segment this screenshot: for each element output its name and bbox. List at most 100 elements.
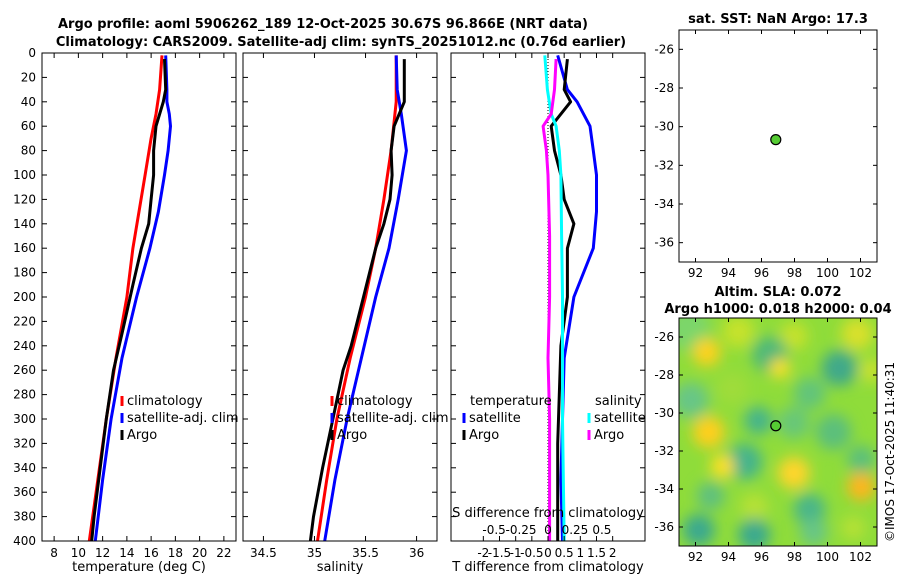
difference-t-legend-label-0: satellite bbox=[469, 411, 521, 426]
salinity-xtick-label-2: 35.5 bbox=[352, 546, 379, 560]
temperature-ytick-label-19: 380 bbox=[13, 510, 36, 524]
temperature-axes: 8 10 12 14 16 18 20 220204060801001201401601802… bbox=[13, 46, 239, 575]
temperature-ytick-label-1: 20 bbox=[21, 70, 36, 84]
temperature-xtick-label-0: 8 bbox=[50, 546, 58, 560]
sla_map-blob-14 bbox=[815, 414, 852, 450]
sla_map-blob-22 bbox=[682, 514, 715, 546]
sst_map-xtick-label-3: 98 bbox=[787, 266, 802, 280]
sst_map-xtick-label-1: 94 bbox=[721, 266, 736, 280]
difference-xtick-label-1: -1.5 bbox=[488, 546, 511, 560]
salinity-xtick-label-3: 36 bbox=[409, 546, 424, 560]
difference-xtick-label-5: 0.5 bbox=[555, 546, 574, 560]
sla_map-blob-13 bbox=[692, 416, 725, 448]
temperature-ytick-label-15: 300 bbox=[13, 412, 36, 426]
temperature-ytick-label-13: 260 bbox=[13, 363, 36, 377]
temperature-xtick-label-1: 10 bbox=[71, 546, 86, 560]
temperature-xlabel: temperature (deg C) bbox=[72, 560, 206, 575]
sla-map-title-line2: Argo h1000: 0.018 h2000: 0.04 bbox=[664, 302, 891, 317]
sla_map-argo-point-0 bbox=[770, 420, 782, 432]
temperature-legend-label-2: Argo bbox=[127, 428, 157, 443]
difference-legend-s-title: salinity bbox=[595, 394, 642, 409]
sla_map-blob-21 bbox=[793, 493, 826, 526]
temperature-ytick-label-4: 80 bbox=[21, 144, 36, 158]
sst_map-ytick-label-2: -30 bbox=[654, 120, 674, 134]
sla_map-blob-17 bbox=[847, 445, 876, 474]
difference-xtick-label-3: -0.5 bbox=[520, 546, 543, 560]
temperature-xtick-label-7: 22 bbox=[216, 546, 231, 560]
sla_map-xtick-label-5: 102 bbox=[849, 550, 872, 564]
difference-xtick-label-2: -1 bbox=[510, 546, 522, 560]
figure-title-line1: Argo profile: aoml 5906262_189 12-Oct-20… bbox=[58, 17, 588, 32]
difference-series-2-line bbox=[543, 55, 566, 541]
sla-map-title-line1: Altim. SLA: 0.072 bbox=[715, 285, 842, 300]
temperature-xtick-label-3: 14 bbox=[119, 546, 134, 560]
temperature-ytick-label-8: 160 bbox=[13, 241, 36, 255]
sla_map-blob-7 bbox=[859, 358, 877, 383]
difference-legend-t-title: temperature bbox=[470, 394, 552, 409]
sla_map-xtick-label-3: 98 bbox=[787, 550, 802, 564]
temperature-ytick-label-20: 400 bbox=[13, 534, 36, 548]
difference-xtick-label-4: 0 bbox=[544, 546, 552, 560]
sla_map-blob-10 bbox=[679, 382, 709, 419]
salinity-xtick-label-1: 35 bbox=[307, 546, 322, 560]
difference-stick-label-2: 0 bbox=[544, 523, 552, 537]
difference-xtick-label-8: 2 bbox=[609, 546, 617, 560]
difference-stick-label-1: -0.25 bbox=[506, 523, 537, 537]
salinity-series-1-line bbox=[323, 55, 408, 541]
difference-s-legend-label-1: Argo bbox=[594, 428, 624, 443]
temperature-xtick-label-4: 16 bbox=[143, 546, 158, 560]
sla_map-blob-3 bbox=[841, 318, 874, 350]
difference-series-1-line bbox=[549, 58, 576, 541]
temperature-ytick-label-11: 220 bbox=[13, 314, 36, 328]
temperature-ytick-label-17: 340 bbox=[13, 461, 36, 475]
temperature-ytick-label-10: 200 bbox=[13, 290, 36, 304]
difference-s-legend-label-0: satellite bbox=[594, 411, 646, 426]
figure-title-line2: Climatology: CARS2009. Satellite-adj cli… bbox=[56, 35, 626, 50]
temperature-ytick-label-18: 360 bbox=[13, 485, 36, 499]
temperature-legend-label-0: climatology bbox=[127, 394, 203, 409]
sst_map-xtick-label-5: 102 bbox=[849, 266, 872, 280]
difference-stick-label-4: 0.5 bbox=[592, 523, 611, 537]
sla_map-blob-6 bbox=[821, 350, 858, 387]
temperature-ytick-label-0: 0 bbox=[28, 46, 36, 60]
temperature-ytick-label-14: 280 bbox=[13, 388, 36, 402]
temperature-ytick-label-7: 140 bbox=[13, 217, 36, 231]
salinity-axes: 34.5 35 35.5 36 salinity climatology satellite… bbox=[242, 52, 449, 575]
salinity-xlabel: salinity bbox=[317, 560, 364, 575]
sla_map-blob-18 bbox=[696, 481, 725, 510]
sst_map-xtick-label-2: 96 bbox=[754, 266, 769, 280]
difference-xlabel: T difference from climatology bbox=[451, 560, 644, 575]
temperature-series-1-line bbox=[93, 55, 172, 541]
salinity-legend-label-0: climatology bbox=[337, 394, 413, 409]
difference-axes: -2-1.5-1-0.5 0 0.5 1 1.5 2T difference from c… bbox=[450, 52, 646, 575]
sla_map-ytick-label-4: -34 bbox=[654, 482, 674, 496]
sla_map-ytick-label-0: -26 bbox=[654, 330, 674, 344]
credit-text: ©IMOS 17-Oct-2025 11:40:31 bbox=[883, 362, 897, 542]
sla_map-xtick-label-1: 94 bbox=[721, 550, 736, 564]
temperature-legend-label-1: satellite-adj. clim bbox=[127, 411, 239, 426]
difference-t-legend-label-1: Argo bbox=[469, 428, 499, 443]
sla_map-blob-4 bbox=[692, 338, 721, 367]
sla_map-ytick-label-3: -32 bbox=[654, 444, 674, 458]
sla_map-blob-15 bbox=[726, 443, 763, 480]
sla_map-blob-23 bbox=[738, 518, 771, 546]
salinity-legend-label-2: Argo bbox=[337, 428, 367, 443]
sst_map-ytick-label-1: -28 bbox=[654, 81, 674, 95]
temperature-ytick-label-12: 240 bbox=[13, 339, 36, 353]
temperature-ytick-label-2: 40 bbox=[21, 95, 36, 109]
sst_map-ytick-label-4: -34 bbox=[654, 197, 674, 211]
sla_map-blob-24 bbox=[799, 518, 828, 546]
sla_map-blob-1 bbox=[722, 318, 755, 348]
sst-map-title: sat. SST: NaN Argo: 17.3 bbox=[688, 12, 868, 27]
salinity-xtick-label-0: 34.5 bbox=[250, 546, 277, 560]
sla_map-xtick-label-4: 100 bbox=[816, 550, 839, 564]
sla_map-frame bbox=[678, 317, 878, 547]
sla_map-blob-26 bbox=[769, 358, 790, 379]
sla-map-axes: 92 94 96 98 100 102 -26 -28 -30 -32 -34 -36 Altim. S… bbox=[654, 285, 891, 564]
difference-xtick-label-6: 1 bbox=[577, 546, 585, 560]
sla_map-blob-12 bbox=[777, 406, 810, 439]
sla_map-blob-2 bbox=[779, 322, 808, 351]
temperature-plot-area bbox=[42, 53, 236, 541]
sla_map-blob-8 bbox=[716, 372, 749, 405]
